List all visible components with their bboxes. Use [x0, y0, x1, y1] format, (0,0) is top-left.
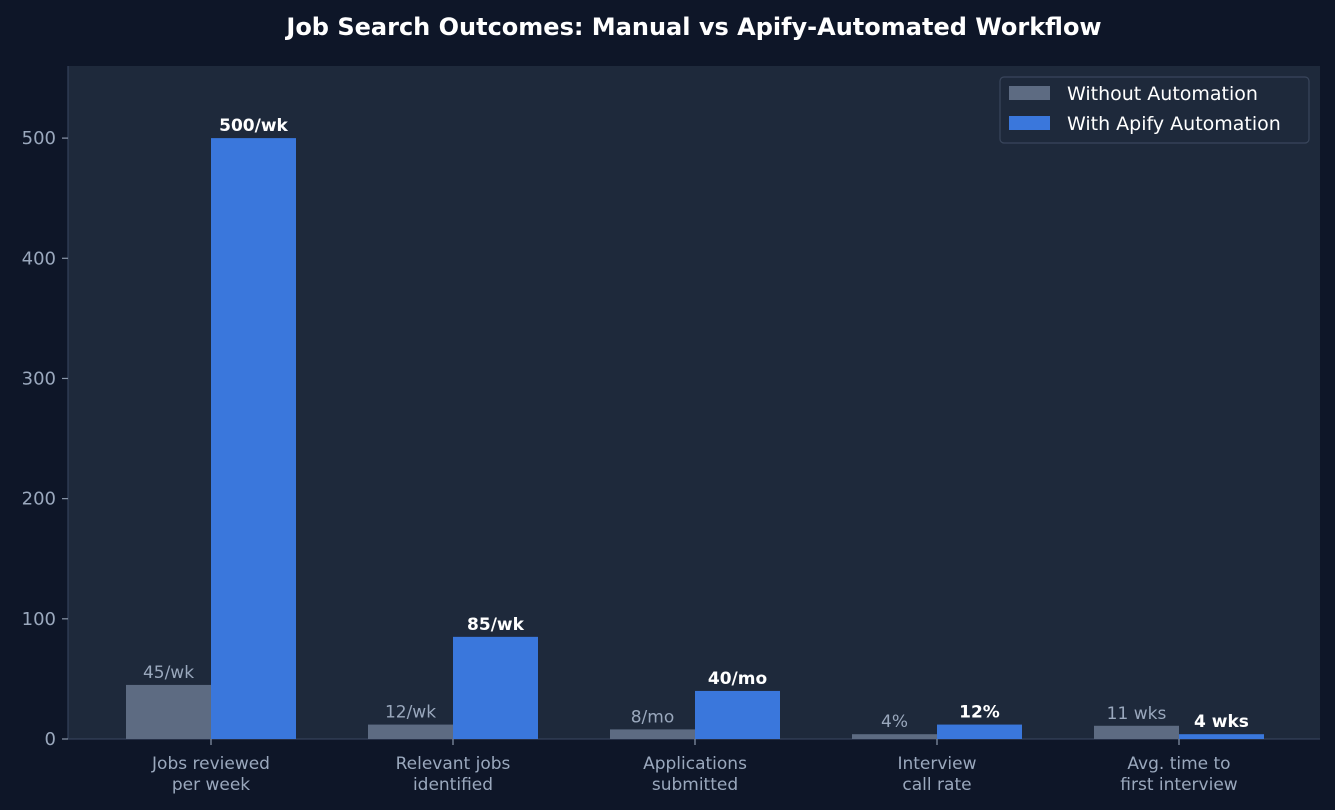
bar-with-apify-automation	[937, 724, 1022, 739]
y-tick-label: 0	[45, 729, 56, 750]
legend-box	[999, 76, 1310, 144]
x-tick-label: Interview call rate	[897, 754, 976, 795]
x-tick-label: Jobs reviewed per week	[151, 754, 270, 795]
data-label-without-automation: 45/wk	[143, 663, 194, 683]
bars	[126, 138, 1264, 739]
y-tick-label: 100	[22, 609, 56, 630]
data-label-with-apify-automation: 500/wk	[219, 116, 288, 136]
legend-swatch	[1009, 116, 1050, 130]
bar-with-apify-automation	[1179, 734, 1264, 739]
bar-with-apify-automation	[453, 636, 538, 739]
data-label-with-apify-automation: 12%	[959, 703, 1000, 723]
axes: 0 100 200 300 400 500 Jobs reviewed per week Rel…	[22, 66, 1320, 795]
y-tick-label: 400	[22, 248, 56, 269]
bar-with-apify-automation	[695, 690, 780, 739]
data-label-without-automation: 8/mo	[631, 707, 675, 727]
bar-without-automation	[126, 684, 211, 739]
legend-entry: Without Automation	[1067, 83, 1258, 105]
bar-without-automation	[610, 729, 695, 739]
data-label-with-apify-automation: 85/wk	[467, 615, 525, 635]
data-label-without-automation: 11 wks	[1107, 704, 1167, 724]
chart-title: Job Search Outcomes: Manual vs Apify-Aut…	[284, 13, 1101, 41]
bar-without-automation	[852, 734, 937, 739]
legend-swatch	[1009, 86, 1050, 100]
y-tick-label: 200	[22, 489, 56, 510]
legend-entry: With Apify Automation	[1067, 113, 1281, 135]
bar-labels: 45/wk 500/wk 12/wk 85/wk 8/mo 40/mo 4% 12% 11 wk…	[143, 116, 1249, 732]
data-label-without-automation: 12/wk	[385, 703, 436, 723]
bar-without-automation	[1094, 725, 1179, 739]
x-tick-label: Relevant jobs identified	[396, 754, 511, 795]
y-tick-label: 300	[22, 368, 56, 389]
data-label-with-apify-automation: 40/mo	[708, 669, 767, 689]
data-label-with-apify-automation: 4 wks	[1194, 712, 1249, 732]
y-tick-label: 500	[22, 128, 56, 149]
bar-without-automation	[368, 724, 453, 739]
legend: Without Automation With Apify Automation	[999, 76, 1310, 144]
x-tick-label: Avg. time to first interview	[1120, 754, 1237, 795]
bar-with-apify-automation	[211, 138, 296, 739]
data-label-without-automation: 4%	[881, 712, 908, 732]
x-tick-label: Applications submitted	[643, 754, 747, 795]
